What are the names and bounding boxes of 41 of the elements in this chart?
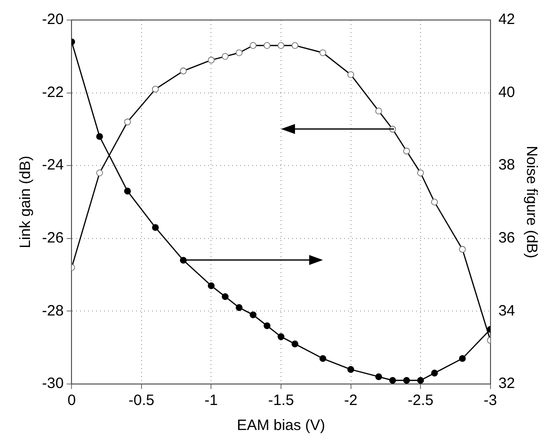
y-tick-label: -20: [42, 11, 64, 28]
point: [319, 355, 326, 362]
point: [403, 376, 410, 384]
y2-tick-label: 32: [498, 375, 516, 392]
point: [208, 282, 215, 290]
point: [264, 322, 270, 330]
y-tick-label: -30: [42, 375, 64, 392]
point: [347, 366, 354, 373]
y-tick-label: -28: [42, 302, 64, 320]
point: [417, 376, 424, 384]
x-axis-title: EAM bias (V): [236, 417, 326, 434]
y2-tick-label: 42: [498, 11, 516, 28]
y-tick-label: -24: [42, 156, 64, 174]
y2-tick-label: 38: [498, 156, 516, 174]
point: [375, 373, 382, 380]
point: [278, 333, 284, 340]
x-tick-label: -1: [204, 392, 218, 410]
point: [236, 304, 243, 311]
x-tick-label: -2.5: [408, 392, 434, 410]
x-tick-label: -3: [484, 392, 497, 410]
y2-axis-title: Noise figure (dB): [522, 146, 540, 258]
y2-tick-label: 34: [498, 302, 516, 320]
point: [459, 355, 466, 362]
point: [96, 133, 103, 140]
point: [180, 256, 187, 264]
point: [431, 370, 438, 376]
y2-tick-label: 36: [498, 230, 516, 247]
point: [124, 188, 131, 194]
x-tick-label: -1.5: [268, 392, 294, 410]
point: [292, 340, 298, 348]
point: [222, 293, 229, 300]
y-tick-label: -22: [42, 84, 64, 101]
point: [389, 376, 396, 384]
point: [152, 224, 159, 231]
x-tick-label: -0.5: [128, 392, 154, 410]
point: [250, 311, 256, 318]
x-tick-label: 0: [68, 392, 76, 410]
x-tick-label: -2: [344, 392, 358, 410]
y2-tick-label: 40: [498, 84, 516, 101]
y-axis-title: Link gain (dB): [17, 156, 34, 248]
y-tick-label: -26: [42, 230, 64, 247]
